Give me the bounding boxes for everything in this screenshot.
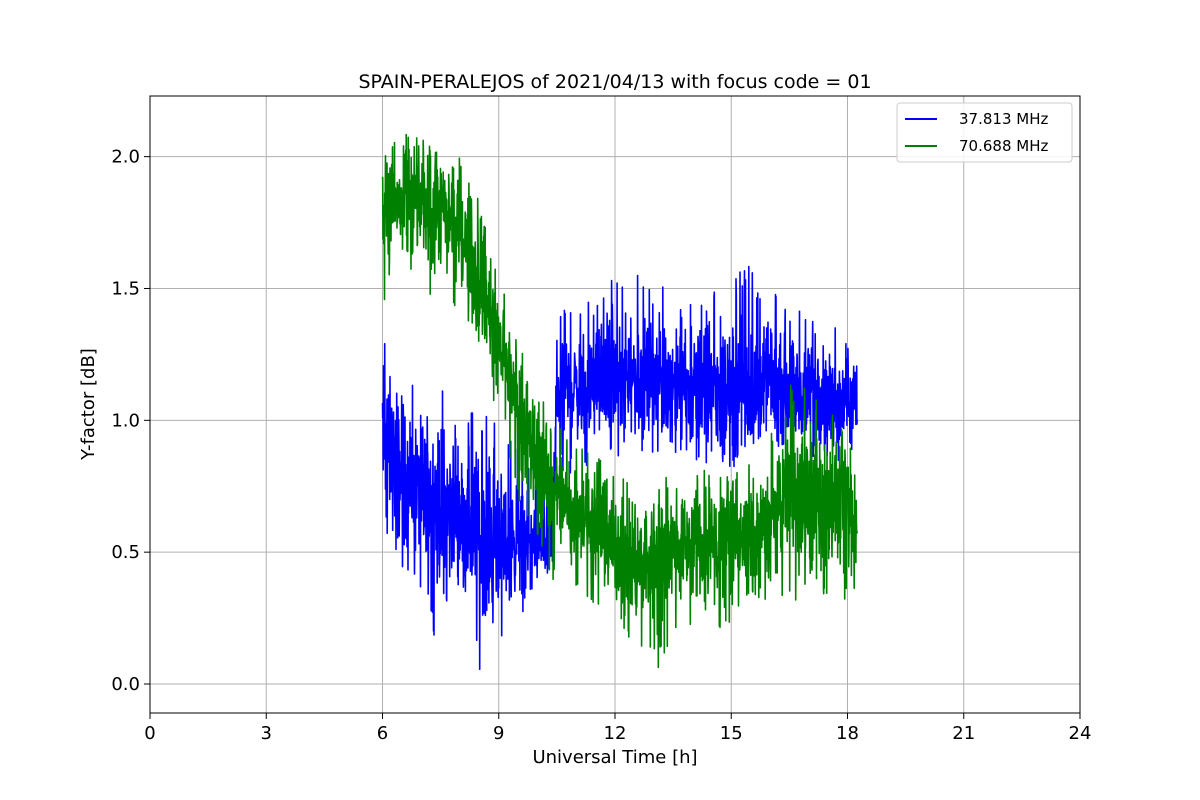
x-tick-label: 12	[604, 723, 627, 744]
y-tick-label: 0.5	[111, 542, 140, 563]
y-axis-label: Y-factor [dB]	[78, 348, 99, 461]
series-layer	[381, 133, 858, 671]
y-tick-label: 0.0	[111, 674, 140, 695]
legend-box	[896, 102, 1073, 163]
y-tick-label: 1.5	[111, 278, 140, 299]
y-tick-label: 2.0	[111, 147, 140, 168]
x-tick-label: 0	[144, 723, 155, 744]
y-tick-label: 1.0	[111, 410, 140, 431]
series-line-green	[381, 133, 858, 669]
legend-label: 37.813 MHz	[959, 110, 1048, 128]
legend-label: 70.688 MHz	[959, 137, 1048, 155]
x-tick-label: 21	[952, 723, 975, 744]
series-line-blue	[381, 265, 858, 671]
legend: 37.813 MHz 70.688 MHz	[896, 102, 1073, 163]
x-axis-ticks: 0 3 6 9 12 15 18 21 24	[144, 713, 1091, 744]
x-tick-label: 24	[1069, 723, 1092, 744]
chart-title: SPAIN-PERALEJOS of 2021/04/13 with focus…	[358, 71, 871, 93]
x-tick-label: 3	[261, 723, 272, 744]
y-axis-ticks: 0.0 0.5 1.0 1.5 2.0	[111, 147, 150, 695]
x-tick-label: 6	[377, 723, 388, 744]
x-tick-label: 9	[493, 723, 504, 744]
x-tick-label: 18	[836, 723, 859, 744]
x-axis-label: Universal Time [h]	[532, 747, 697, 768]
x-tick-label: 15	[720, 723, 743, 744]
